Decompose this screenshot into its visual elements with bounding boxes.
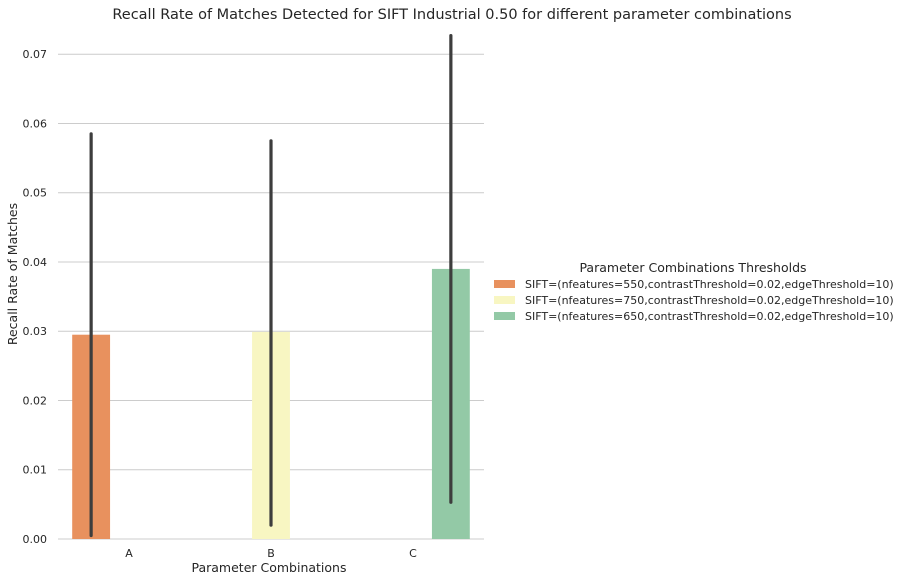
chart-title: Recall Rate of Matches Detected for SIFT… <box>112 7 791 23</box>
legend-title: Parameter Combinations Thresholds <box>579 260 806 275</box>
y-tick-label: 0.01 <box>23 464 48 477</box>
x-tick-label: A <box>125 547 133 560</box>
y-tick-label: 0.06 <box>23 117 48 130</box>
legend: Parameter Combinations Thresholds SIFT=(… <box>494 260 894 323</box>
y-tick-label: 0.04 <box>23 256 48 269</box>
x-tick-label: C <box>409 547 417 560</box>
legend-label: SIFT=(nfeatures=650,contrastThreshold=0.… <box>525 310 894 323</box>
y-tick-label: 0.00 <box>23 533 48 546</box>
y-tick-label: 0.02 <box>23 394 48 407</box>
y-axis-label: Recall Rate of Matches <box>5 203 20 345</box>
legend-label: SIFT=(nfeatures=750,contrastThreshold=0.… <box>525 294 894 307</box>
legend-swatch <box>494 312 515 320</box>
y-tick-label: 0.05 <box>23 187 48 200</box>
error-bars <box>89 33 453 538</box>
x-tick-labels: A B C <box>125 547 417 560</box>
x-tick-label: B <box>267 547 275 560</box>
legend-label: SIFT=(nfeatures=550,contrastThreshold=0.… <box>525 278 894 291</box>
legend-swatch <box>494 296 515 304</box>
y-tick-label: 0.03 <box>23 325 48 338</box>
y-tick-labels: 0.00 0.01 0.02 0.03 0.04 0.05 0.06 0.07 <box>23 48 48 546</box>
y-tick-label: 0.07 <box>23 48 48 61</box>
x-axis-label: Parameter Combinations <box>191 560 346 575</box>
legend-swatch <box>494 280 515 288</box>
